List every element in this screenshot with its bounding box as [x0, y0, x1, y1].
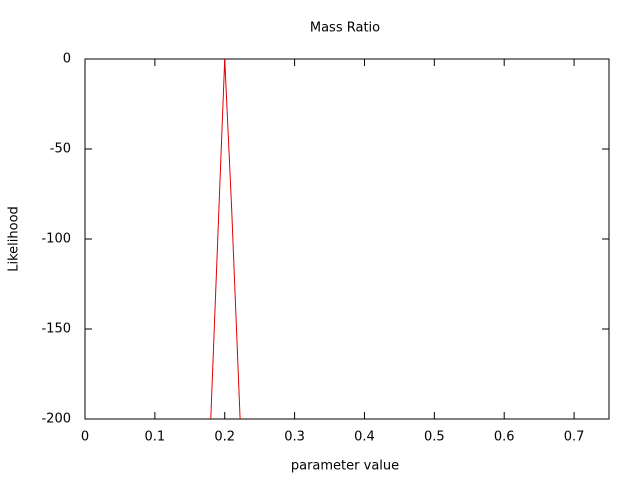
x-tick-label: 0.6 [494, 430, 515, 445]
x-tick-label: 0.7 [564, 430, 585, 445]
y-tick-label: 0 [63, 52, 71, 67]
y-tick-label: -150 [41, 322, 71, 337]
y-tick-label: -100 [41, 232, 71, 247]
x-tick-label: 0.5 [424, 430, 445, 445]
x-tick-label: 0.3 [284, 430, 305, 445]
chart-title: Mass Ratio [310, 21, 380, 36]
x-tick-label: 0.4 [354, 430, 375, 445]
x-tick-label: 0.2 [214, 430, 235, 445]
x-tick-label: 0.1 [145, 430, 166, 445]
y-tick-label: -200 [41, 412, 71, 427]
y-tick-label: -50 [50, 142, 71, 157]
x-tick-label: 0 [81, 430, 89, 445]
data-line [210, 59, 241, 419]
x-axis-label: parameter value [291, 459, 399, 474]
y-axis-label: Likelihood [7, 206, 22, 272]
